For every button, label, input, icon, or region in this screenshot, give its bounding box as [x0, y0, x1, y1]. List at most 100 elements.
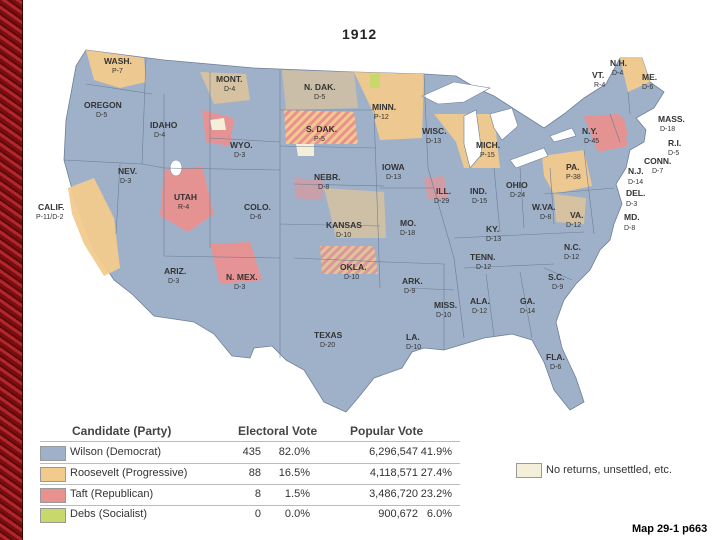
state-votes: D-12 [472, 308, 487, 315]
state-votes: D-15 [472, 198, 487, 205]
state-votes: D-9 [552, 284, 563, 291]
legend-electoral-count: 435 [242, 446, 261, 458]
state-votes: D-20 [320, 342, 335, 349]
state-votes: D-6 [550, 364, 561, 371]
state-labels: WASH. P-7 OREGON D-5 CALIF. P-11/D-2 IDA… [36, 56, 685, 371]
legend-popular-percent: 23.2% [420, 488, 452, 500]
legend-electoral-count: 0 [254, 508, 261, 520]
state-label: W.VA. [532, 202, 555, 212]
state-label: VT. [592, 70, 604, 80]
legend-row-roosevelt: Roosevelt (Progressive) 88 16.5% 4,118,5… [40, 465, 460, 483]
legend-divider [40, 484, 460, 485]
state-label: LA. [406, 332, 420, 342]
legend-popular-count: 6,296,547 [369, 446, 418, 458]
state-label: N.H. [610, 58, 627, 68]
state-votes: D-8 [540, 214, 551, 221]
state-label: ALA. [470, 296, 490, 306]
legend-popular-count: 3,486,720 [369, 488, 418, 500]
legend-popular-percent: 6.0% [426, 508, 452, 520]
legend-electoral-percent: 0.0% [284, 508, 310, 520]
legend-divider [40, 505, 460, 506]
state-votes: D-12 [476, 264, 491, 271]
state-votes: D-10 [344, 274, 359, 281]
state-votes: D-14 [520, 308, 535, 315]
state-label: ILL. [436, 186, 451, 196]
state-label: KANSAS [326, 220, 362, 230]
state-label: DEL. [626, 188, 645, 198]
us-election-map: WASH. P-7 OREGON D-5 CALIF. P-11/D-2 IDA… [36, 49, 685, 413]
state-label: TEXAS [314, 330, 343, 340]
state-votes: D-13 [486, 236, 501, 243]
legend-electoral-count: 88 [248, 467, 261, 479]
legend-popular-percent: 27.4% [420, 467, 452, 479]
state-votes: D-6 [642, 84, 653, 91]
state-votes: D-9 [404, 288, 415, 295]
state-label: CONN. [644, 156, 671, 166]
legend-divider [40, 441, 460, 442]
state-votes: D-18 [660, 126, 675, 133]
state-label: NEV. [118, 166, 137, 176]
state-votes: D-3 [234, 284, 245, 291]
wilson-swatch [40, 446, 66, 461]
legend-popular-percent: 41.9% [420, 446, 452, 458]
state-votes: D-3 [234, 152, 245, 159]
state-votes: D-13 [386, 174, 401, 181]
legend-candidate-name: Taft (Republican) [70, 488, 154, 500]
map-title: 1912 [342, 26, 378, 42]
state-label: MO. [400, 218, 416, 228]
state-label: MD. [624, 212, 640, 222]
state-label: S.C. [548, 272, 565, 282]
state-votes: D-3 [120, 178, 131, 185]
state-label: MINN. [372, 102, 396, 112]
state-label: MASS. [658, 114, 685, 124]
great-lakes [421, 81, 577, 169]
state-votes: D-12 [566, 222, 581, 229]
state-votes: D-6 [250, 214, 261, 221]
state-label: ARIZ. [164, 266, 186, 276]
state-votes: P-5 [314, 136, 325, 143]
state-votes: D-5 [96, 112, 107, 119]
decorative-frame-border [0, 0, 23, 540]
legend-divider [40, 463, 460, 464]
state-label: TENN. [470, 252, 496, 262]
state-votes: D-3 [168, 278, 179, 285]
map-panel: WASH. P-7 OREGON D-5 CALIF. P-11/D-2 IDA… [24, 18, 696, 523]
state-votes: P-15 [480, 152, 495, 159]
taft-swatch [40, 488, 66, 503]
state-label: OKLA. [340, 262, 366, 272]
state-label: OHIO [506, 180, 528, 190]
state-votes: D-4 [224, 86, 235, 93]
roosevelt-swatch [40, 467, 66, 482]
state-borders [63, 57, 631, 358]
state-label: N. DAK. [304, 82, 336, 92]
state-votes: D-7 [652, 168, 663, 175]
state-label: WYO. [230, 140, 253, 150]
state-label: PA. [566, 162, 580, 172]
state-label: WASH. [104, 56, 132, 66]
state-label: MISS. [434, 300, 457, 310]
legend-electoral-count: 8 [254, 488, 261, 500]
state-votes: D-8 [318, 184, 329, 191]
state-label: IOWA [382, 162, 405, 172]
state-votes: D-10 [406, 344, 421, 351]
legend-electoral-percent: 16.5% [278, 467, 310, 479]
state-votes: D-8 [624, 225, 635, 232]
state-votes: D-14 [628, 179, 643, 186]
legend-candidate-name: Wilson (Democrat) [70, 446, 162, 458]
state-votes: D-45 [584, 138, 599, 145]
debs-regions [370, 74, 380, 88]
legend-candidate-name: Roosevelt (Progressive) [70, 467, 188, 479]
state-votes: D-13 [426, 138, 441, 145]
map-caption: Map 29-1 p663 [632, 523, 708, 535]
legend-no-returns: No returns, unsettled, etc. [516, 462, 696, 478]
state-label: NEBR. [314, 172, 340, 182]
legend-header-electoral: Electoral Vote [238, 424, 318, 438]
legend-row-wilson: Wilson (Democrat) 435 82.0% 6,296,547 41… [40, 444, 460, 462]
state-votes: D-10 [436, 312, 451, 319]
roosevelt-regions [68, 50, 650, 276]
legend-candidate-name: Debs (Socialist) [70, 508, 148, 520]
state-votes: D-3 [626, 201, 637, 208]
state-votes: P-7 [112, 68, 123, 75]
legend: Candidate (Party) Electoral Vote Popular… [40, 424, 680, 523]
state-label: KY. [486, 224, 499, 234]
